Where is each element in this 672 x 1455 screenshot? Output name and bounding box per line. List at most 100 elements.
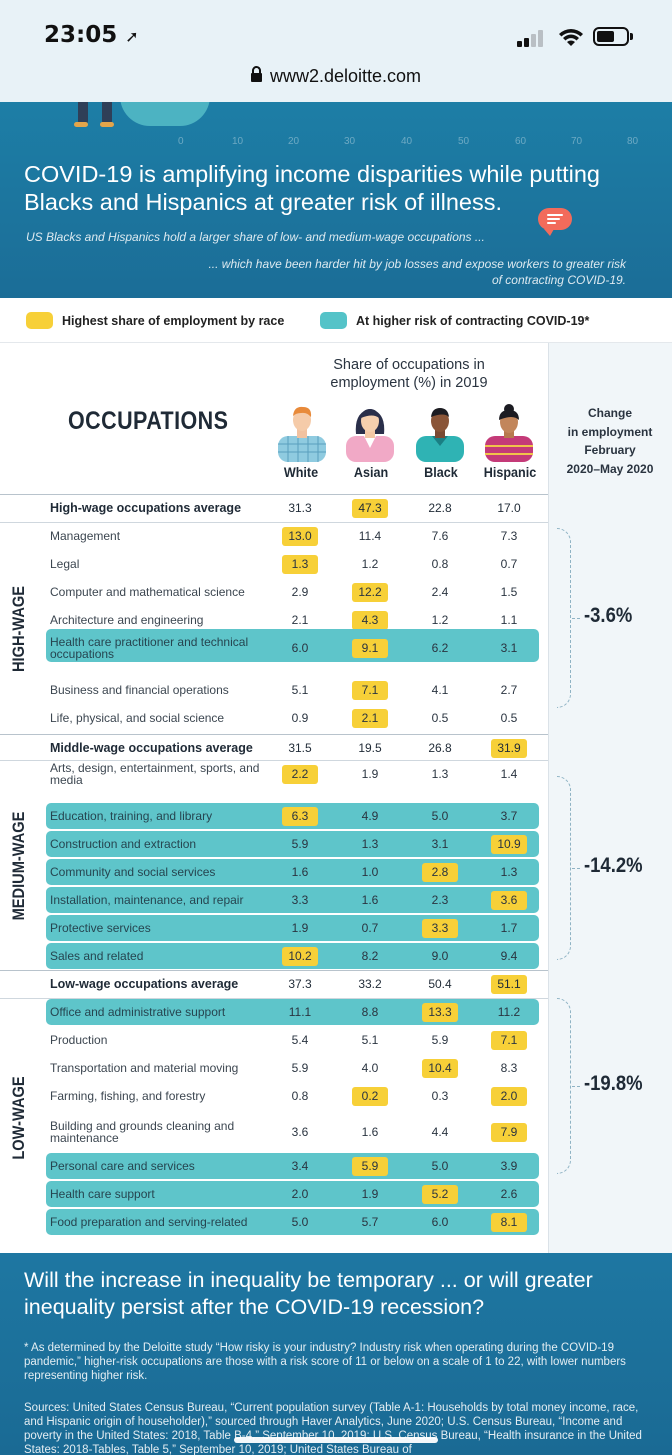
occupation-row: Community and social services 1.6 1.0 2.8 1.… <box>0 858 548 886</box>
value-cell: 8.3 <box>500 1061 518 1075</box>
value-cell: 13.0 <box>282 527 318 546</box>
subtitle-continued: ... which have been harder hit by job lo… <box>208 257 626 287</box>
value-cell: 1.0 <box>361 865 379 879</box>
url-text: www2.deloitte.com <box>269 66 422 86</box>
value-cell: 0.5 <box>500 711 518 725</box>
column-header-white: White <box>283 464 319 480</box>
value-cell: 5.0 <box>431 809 449 823</box>
value-cell: 5.1 <box>361 1033 379 1047</box>
value-cell: 26.8 <box>428 741 452 755</box>
value-cell: 10.4 <box>422 1059 458 1078</box>
value-cell: 10.9 <box>491 835 527 854</box>
value-cell: 12.2 <box>352 583 388 602</box>
average-row: Low-wage occupations average 37.3 33.2 50.4… <box>0 970 548 998</box>
comment-icon[interactable] <box>538 208 572 236</box>
tick-label: 70 <box>571 136 583 147</box>
value-cell: 2.0 <box>291 1187 309 1201</box>
tick-label: 10 <box>232 136 244 147</box>
occupation-label: Building and grounds cleaning and mainte… <box>50 1119 235 1145</box>
occupation-row: Architecture and engineering 2.1 4.3 1.2 1.1 <box>0 606 548 634</box>
status-bar: 23:05 ➚ www2.deloitte.com <box>0 0 672 102</box>
value-cell: 2.1 <box>352 709 388 728</box>
brace-high-wage <box>557 528 571 708</box>
occupation-label: Production <box>50 1033 108 1047</box>
change-title-line: February <box>584 443 636 457</box>
legend-swatch-yellow <box>26 312 53 329</box>
change-value-high-wage: -3.6% <box>584 604 633 627</box>
change-title: Change in employment February 2020–May 2… <box>548 404 672 478</box>
value-cell: 4.0 <box>361 1061 379 1075</box>
value-cell: 3.1 <box>431 837 449 851</box>
occupation-label: Food preparation and serving-related <box>50 1215 248 1229</box>
value-cell: 0.3 <box>431 1089 449 1103</box>
value-cell: 7.3 <box>500 529 518 543</box>
change-title-line: Change <box>587 406 632 420</box>
value-cell: 31.9 <box>491 739 527 758</box>
subtitle: US Blacks and Hispanics hold a larger sh… <box>26 230 485 244</box>
value-cell: 6.0 <box>431 1215 449 1229</box>
legend-label: At higher risk of contracting COVID-19* <box>356 314 590 328</box>
value-cell: 6.0 <box>291 641 309 655</box>
hispanic-person-icon <box>485 404 533 462</box>
value-cell: 3.6 <box>291 1125 309 1139</box>
value-cell: 1.9 <box>291 921 309 935</box>
divider <box>0 970 548 971</box>
value-cell: 11.2 <box>497 1005 521 1019</box>
asian-person-icon <box>346 409 394 462</box>
occupation-row: Office and administrative support 11.1 8.8… <box>0 998 548 1026</box>
value-cell: 1.2 <box>431 613 449 627</box>
value-cell: 0.7 <box>361 921 379 935</box>
value-cell: 1.6 <box>361 1125 379 1139</box>
occupation-label: Farming, fishing, and forestry <box>50 1089 206 1103</box>
occupation-label: Installation, maintenance, and repair <box>50 893 244 907</box>
occupation-row: Arts, design, entertainment, sports, and… <box>0 757 548 791</box>
value-cell: 10.2 <box>282 947 318 966</box>
wifi-icon <box>559 29 583 46</box>
address-bar[interactable]: www2.deloitte.com <box>0 66 672 87</box>
occupation-label: Health care support <box>50 1187 155 1201</box>
occupation-label: Transportation and material moving <box>50 1061 239 1075</box>
value-cell: 5.9 <box>352 1157 388 1176</box>
legend-swatch-teal <box>320 312 347 329</box>
value-cell: 1.3 <box>282 555 318 574</box>
value-cell: 51.1 <box>491 975 527 994</box>
occupation-label: Architecture and engineering <box>50 613 204 627</box>
occupation-row: Computer and mathematical science 2.9 12.2… <box>0 578 548 606</box>
occupation-label: Management <box>50 529 121 543</box>
value-cell: 13.3 <box>422 1003 458 1022</box>
value-cell: 4.3 <box>352 611 388 630</box>
occupation-label: Community and social services <box>50 865 216 879</box>
value-cell: 3.1 <box>500 641 518 655</box>
value-cell: 0.8 <box>291 1089 309 1103</box>
change-value-low-wage: -19.8% <box>584 1072 643 1095</box>
occupations-title: OCCUPATIONS <box>68 407 229 435</box>
occupation-row: Life, physical, and social science 0.9 2.1… <box>0 704 548 732</box>
value-cell: 3.9 <box>500 1159 518 1173</box>
axis-ticks: 0 10 20 30 40 50 60 70 80 <box>0 136 672 150</box>
value-cell: 19.5 <box>358 741 382 755</box>
brace-medium-wage <box>557 776 571 960</box>
occupation-row: Farming, fishing, and forestry 0.8 0.2 0.3 2… <box>0 1082 548 1110</box>
tick-label: 20 <box>288 136 300 147</box>
home-indicator[interactable] <box>234 1437 438 1443</box>
occupation-row: Protective services 1.9 0.7 3.3 1.7 <box>0 914 548 942</box>
value-cell: 3.3 <box>291 893 309 907</box>
black-person-icon <box>416 408 464 462</box>
occupation-label: Health care practitioner and technical o… <box>50 635 249 661</box>
value-cell: 2.2 <box>282 765 318 784</box>
value-cell: 9.4 <box>500 949 518 963</box>
occupation-label: High-wage occupations average <box>50 501 242 515</box>
occupation-row: Production 5.4 5.1 5.9 7.1 <box>0 1026 548 1054</box>
occupation-row: Business and financial operations 5.1 7.1 4… <box>0 676 548 704</box>
value-cell: 1.7 <box>500 921 518 935</box>
headline: COVID-19 is amplifying income disparitie… <box>24 161 600 215</box>
value-cell: 7.1 <box>491 1031 527 1050</box>
average-row: Middle-wage occupations average 31.5 19.5 2… <box>0 734 548 762</box>
occupation-row: Installation, maintenance, and repair 3.3… <box>0 886 548 914</box>
occupation-row: Building and grounds cleaning and mainte… <box>0 1115 548 1149</box>
value-cell: 2.8 <box>422 863 458 882</box>
value-cell: 11.4 <box>358 529 382 543</box>
value-cell: 5.9 <box>431 1033 449 1047</box>
value-cell: 2.7 <box>500 683 518 697</box>
tick-label: 40 <box>401 136 413 147</box>
